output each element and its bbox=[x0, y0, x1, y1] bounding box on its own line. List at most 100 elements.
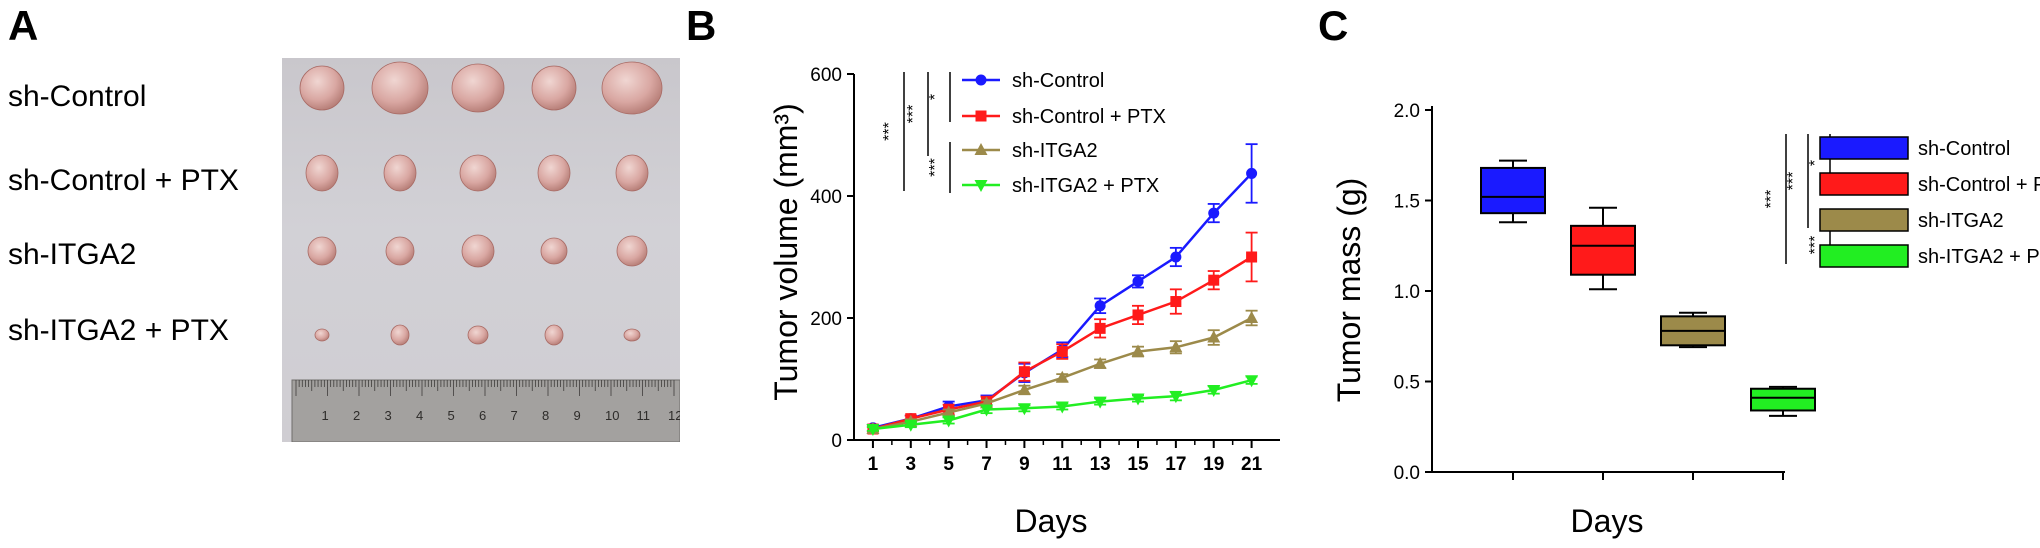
ruler-number-6: 6 bbox=[479, 408, 486, 423]
tumor-3-3 bbox=[461, 234, 495, 268]
tumor-3-1 bbox=[307, 236, 337, 266]
data-point-sh-control bbox=[1246, 167, 1258, 179]
ruler-number-8: 8 bbox=[542, 408, 549, 423]
y-tick-label: 0.5 bbox=[1394, 373, 1420, 394]
legend-label-sh-itga2: sh-ITGA2 bbox=[1012, 140, 1098, 162]
data-point-sh-control bbox=[1132, 275, 1144, 287]
legend-marker-sh-control-ptx bbox=[975, 110, 987, 122]
legend-marker-sh-itga2-ptx bbox=[974, 180, 988, 192]
ruler-number-7: 7 bbox=[511, 408, 518, 423]
x-tick-label: 3 bbox=[906, 454, 917, 475]
significance-label: * bbox=[1807, 160, 1824, 166]
box-sh-control bbox=[1480, 166, 1546, 215]
data-point-sh-control-ptx bbox=[1132, 309, 1144, 321]
panel-letter-a: A bbox=[8, 2, 39, 49]
tumor-2-2 bbox=[383, 154, 417, 192]
ruler-number-3: 3 bbox=[385, 408, 392, 423]
y-tick-label: 600 bbox=[810, 65, 842, 86]
legend-swatch-sh-control-ptx bbox=[1819, 172, 1909, 196]
y-tick-label: 1.5 bbox=[1394, 192, 1420, 213]
y-tick-label: 1.0 bbox=[1394, 282, 1420, 303]
series-line-sh-control bbox=[872, 172, 1253, 430]
data-point-sh-control-ptx bbox=[1208, 274, 1220, 286]
y-tick-label: 0.0 bbox=[1394, 463, 1420, 484]
panel-letter-c: C bbox=[1318, 2, 1349, 49]
data-point-sh-control-ptx bbox=[1094, 322, 1106, 334]
legend-label-sh-control-ptx: sh-Control + PTX bbox=[1012, 106, 1166, 128]
x-tick-label: 19 bbox=[1203, 454, 1224, 475]
data-point-sh-itga2-ptx bbox=[1017, 403, 1031, 416]
data-point-sh-itga2 bbox=[942, 405, 956, 418]
data-point-sh-itga2-ptx bbox=[1245, 375, 1259, 388]
legend-marker-sh-itga2 bbox=[974, 143, 988, 155]
legend-label-sh-control: sh-Control bbox=[1012, 70, 1104, 92]
tumor-2-1 bbox=[305, 154, 339, 192]
data-point-sh-itga2-ptx bbox=[1169, 391, 1183, 404]
tumor-3-2 bbox=[385, 236, 415, 266]
ruler-number-4: 4 bbox=[416, 408, 423, 423]
data-point-sh-itga2-ptx bbox=[904, 419, 918, 432]
legend-label-sh-itga2-ptx: sh-ITGA2 + PTX bbox=[1918, 246, 2040, 268]
tumor-1-4 bbox=[531, 65, 577, 111]
tumor-4-4 bbox=[544, 324, 564, 346]
significance-label: *** bbox=[927, 158, 944, 177]
data-point-sh-control bbox=[1170, 251, 1182, 263]
tumor-2-5 bbox=[615, 154, 649, 192]
box-sh-control-ptx bbox=[1570, 224, 1636, 276]
x-tick-label: 15 bbox=[1127, 454, 1149, 475]
data-point-sh-itga2 bbox=[1055, 370, 1069, 383]
tumor-photo-drawing: 1 2 3 4 5 6 7 8 9 10 11 12 bbox=[291, 61, 682, 443]
tumor-1-1 bbox=[299, 65, 345, 111]
ruler-number-10: 10 bbox=[605, 408, 619, 423]
data-point-sh-itga2-ptx bbox=[980, 404, 994, 417]
data-point-sh-control bbox=[1094, 300, 1106, 312]
legend-swatch-sh-itga2-ptx bbox=[1819, 244, 1909, 268]
ruler-number-11: 11 bbox=[637, 408, 651, 423]
legend-label-sh-itga2: sh-ITGA2 bbox=[1918, 210, 2004, 232]
row-label-sh-control-ptx: sh-Control + PTX bbox=[8, 164, 239, 197]
data-point-sh-itga2 bbox=[1207, 330, 1221, 343]
tumor-photo: 1 2 3 4 5 6 7 8 9 10 11 12 bbox=[282, 58, 682, 443]
significance-label: *** bbox=[1763, 190, 1780, 209]
data-point-sh-itga2 bbox=[1245, 311, 1259, 323]
data-point-sh-itga2 bbox=[1169, 340, 1183, 353]
x-tick-label: 17 bbox=[1165, 454, 1186, 475]
tumor-4-1 bbox=[314, 328, 330, 342]
y-tick-label: 2.0 bbox=[1394, 101, 1420, 122]
y-axis-label: Tumor volume (mm³) bbox=[768, 103, 804, 400]
y-tick-label: 0 bbox=[831, 431, 842, 452]
legend-label-sh-control-ptx: sh-Control + PTX bbox=[1918, 174, 2040, 196]
tumor-3-4 bbox=[540, 237, 568, 265]
legend-label-sh-control: sh-Control bbox=[1918, 138, 2010, 160]
row-label-sh-control: sh-Control bbox=[8, 80, 147, 113]
box-sh-itga2-ptx bbox=[1750, 387, 1816, 412]
data-point-sh-itga2 bbox=[1093, 356, 1107, 369]
data-point-sh-control-ptx bbox=[1246, 251, 1258, 263]
x-tick-label: 5 bbox=[943, 454, 954, 475]
data-point-sh-control-ptx bbox=[1018, 366, 1030, 378]
legend-swatch-sh-control bbox=[1819, 136, 1909, 160]
panel-letter-b: B bbox=[686, 2, 717, 49]
row-label-sh-itga2: sh-ITGA2 bbox=[8, 238, 137, 271]
row-label-sh-itga2-ptx: sh-ITGA2 + PTX bbox=[8, 314, 229, 347]
tumor-2-3 bbox=[459, 154, 497, 192]
x-tick-label: 13 bbox=[1090, 454, 1111, 475]
ruler-number-12: 12 bbox=[668, 408, 680, 423]
x-axis-label: Days bbox=[1571, 503, 1644, 539]
x-tick-label: 21 bbox=[1241, 454, 1263, 475]
ruler-number-2: 2 bbox=[353, 408, 360, 423]
ruler-number-5: 5 bbox=[448, 408, 455, 423]
tumor-4-3 bbox=[467, 325, 489, 345]
significance-label: *** bbox=[905, 105, 922, 124]
ruler-number-9: 9 bbox=[574, 408, 581, 423]
y-tick-label: 200 bbox=[810, 309, 842, 330]
data-point-sh-control-ptx bbox=[1056, 346, 1068, 358]
legend-swatch-sh-itga2 bbox=[1819, 208, 1909, 232]
data-point-sh-itga2-ptx bbox=[866, 424, 880, 437]
x-axis-label: Days bbox=[1015, 503, 1088, 539]
x-tick-label: 9 bbox=[1019, 454, 1030, 475]
data-point-sh-control-ptx bbox=[1170, 296, 1182, 308]
data-point-sh-itga2-ptx bbox=[1207, 384, 1221, 397]
significance-label: *** bbox=[881, 122, 898, 141]
